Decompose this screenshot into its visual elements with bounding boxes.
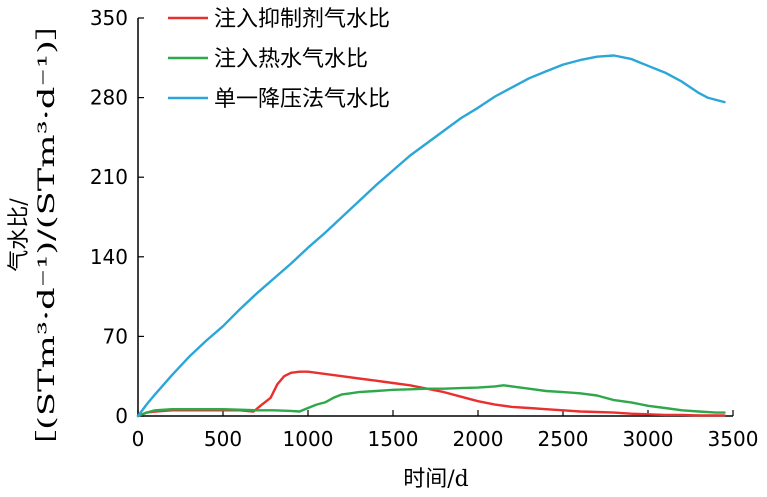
legend-label-2: 单一降压法气水比	[214, 87, 390, 112]
x-ticks: 0 500 1000 1500 2000 2500 3000 3500	[132, 410, 759, 451]
y-axis-title-line1: 气水比/	[7, 198, 32, 272]
x-tick-label: 3500	[708, 427, 759, 451]
x-tick-label: 1500	[368, 427, 419, 451]
x-tick-label: 500	[204, 427, 242, 451]
y-axis-title-line2: ［(STm³·d⁻¹)/(STm³·d⁻¹)］	[35, 5, 60, 465]
y-tick-label: 0	[115, 404, 128, 428]
y-tick-label: 280	[90, 86, 128, 110]
series-line-1	[136, 384, 726, 418]
x-tick-label: 2000	[453, 427, 504, 451]
y-tick-label: 210	[90, 165, 128, 189]
y-axis-title: 气水比/ ［(STm³·d⁻¹)/(STm³·d⁻¹)］	[7, 5, 60, 465]
series-group	[136, 54, 726, 418]
series-line-2	[136, 54, 726, 418]
x-tick-label: 3000	[623, 427, 674, 451]
y-tick-label: 140	[90, 245, 128, 269]
y-ticks: 0 70 140 210 280 350	[90, 6, 144, 428]
legend-label-0: 注入抑制剂气水比	[214, 7, 390, 32]
legend-label-1: 注入热水气水比	[214, 47, 368, 72]
y-tick-label: 350	[90, 6, 128, 30]
x-tick-label: 0	[132, 427, 145, 451]
x-tick-label: 1000	[283, 427, 334, 451]
x-tick-label: 2500	[538, 427, 589, 451]
y-tick-label: 70	[103, 324, 128, 348]
x-axis-title: 时间/d	[403, 467, 469, 492]
